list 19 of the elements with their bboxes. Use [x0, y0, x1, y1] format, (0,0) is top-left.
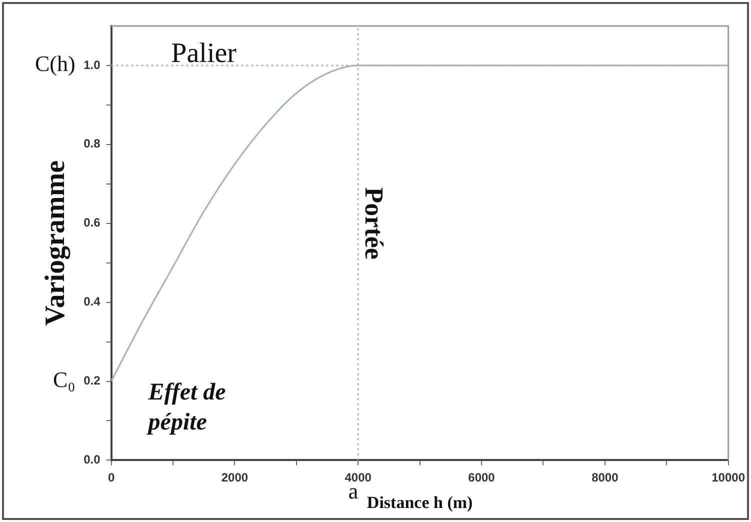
text: C(h): [34, 50, 76, 76]
x-tick-label: 2000: [221, 470, 248, 485]
annotation: Palier: [171, 38, 238, 69]
x-axis-title: Distance h (m): [366, 493, 473, 512]
y-tick-label: 0.4: [84, 294, 101, 309]
y-tick-label: 0.6: [84, 216, 101, 230]
x-tick-label: 6000: [468, 470, 496, 485]
line-series: [111, 64, 728, 382]
y-tick-label: 1.0: [84, 58, 101, 72]
x-tick-label: 10000: [712, 470, 746, 485]
y-tick-label: 0.0: [84, 452, 101, 467]
y-tick-label: 0.2: [84, 374, 101, 388]
x-tick-label: 8000: [592, 470, 619, 485]
text: C₀: [52, 366, 76, 392]
x-tick-label: 0: [108, 470, 115, 485]
y-tick-label: 0.8: [84, 136, 101, 151]
annotation: Effet de pépite: [146, 379, 226, 436]
y-axis-title: Variogramme: [40, 160, 72, 326]
annotation: Portée: [359, 187, 388, 260]
